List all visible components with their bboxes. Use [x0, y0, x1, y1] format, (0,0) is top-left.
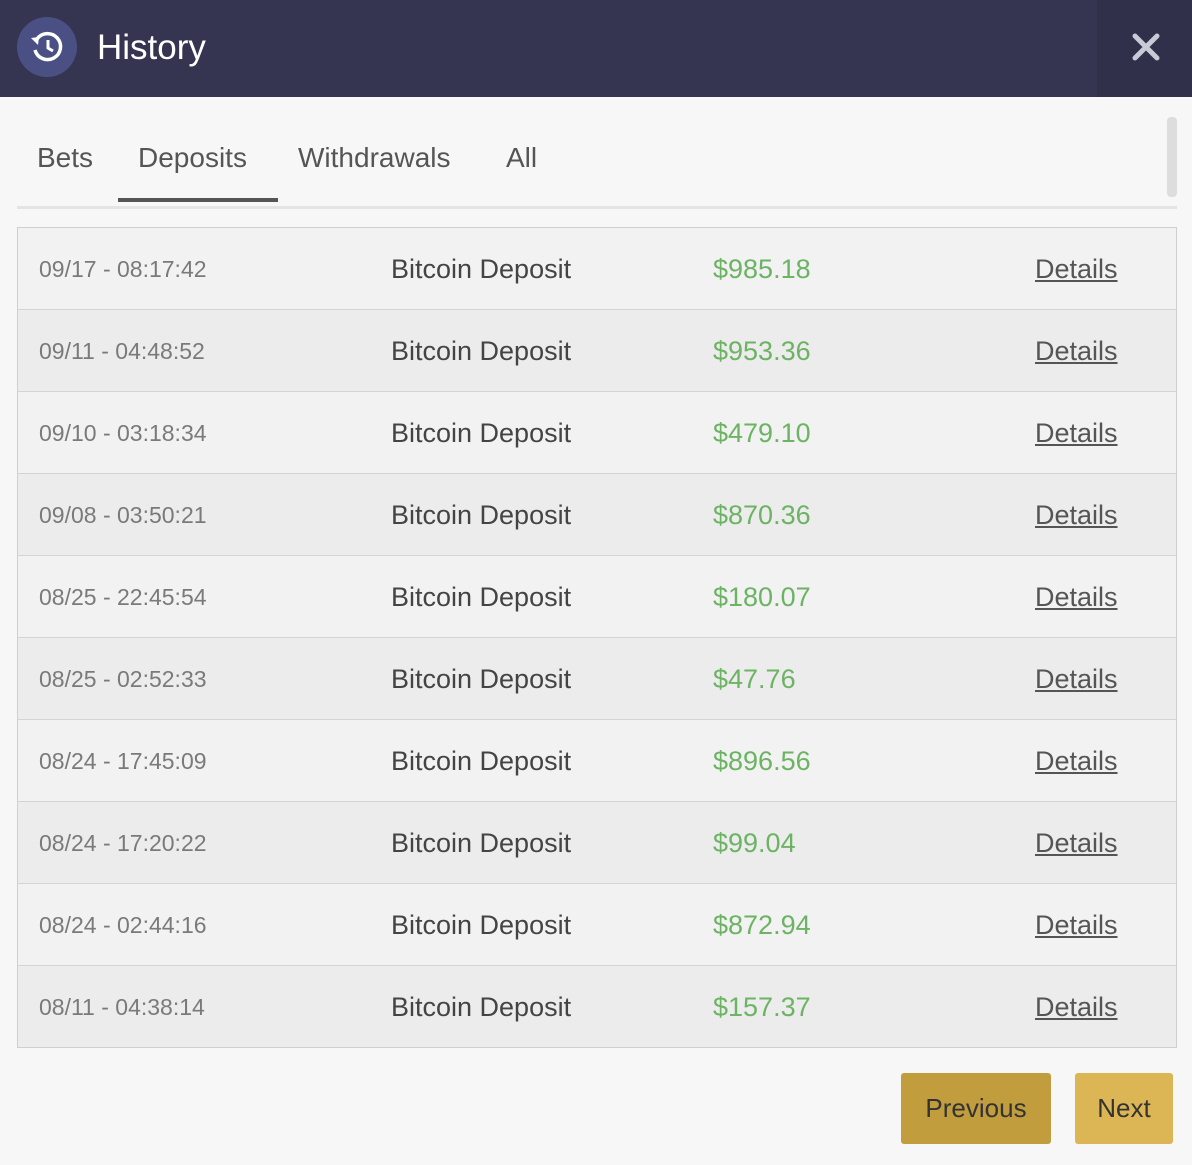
close-icon [1132, 33, 1160, 61]
description: Bitcoin Deposit [391, 500, 572, 530]
details-link[interactable]: Details [1035, 254, 1118, 284]
date: 08/25 - 02:52:33 [39, 666, 207, 692]
description: Bitcoin Deposit [391, 582, 572, 612]
close-button[interactable] [1097, 0, 1192, 97]
date: 09/17 - 08:17:42 [39, 256, 207, 282]
details-link[interactable]: Details [1035, 746, 1118, 776]
date: 08/11 - 04:38:14 [39, 994, 205, 1020]
scrollbar [1167, 117, 1177, 197]
description: Bitcoin Deposit [391, 336, 572, 366]
history-glyph [31, 31, 63, 62]
details-link[interactable]: Details [1035, 336, 1118, 366]
table-row: 09/08 - 03:50:21 Bitcoin Deposit $870.36 De… [18, 474, 1176, 556]
details-link[interactable]: Details [1035, 992, 1118, 1022]
description: Bitcoin Deposit [391, 664, 572, 694]
amount: $47.76 [713, 664, 796, 694]
details-link[interactable]: Details [1035, 582, 1118, 612]
amount: $180.07 [713, 582, 811, 612]
active-tab-indicator [118, 198, 278, 202]
amount: $479.10 [713, 418, 811, 448]
date: 08/24 - 17:20:22 [39, 830, 207, 856]
date: 08/25 - 22:45:54 [39, 584, 207, 610]
table-row: 08/11 - 04:38:14 Bitcoin Deposit $157.37 De… [18, 966, 1176, 1047]
previous-button[interactable]: Previous [901, 1073, 1051, 1144]
tab[interactable]: Deposits [138, 142, 247, 173]
amount: $157.37 [713, 992, 811, 1022]
details-link[interactable]: Details [1035, 910, 1118, 940]
title: History [97, 28, 206, 67]
history-table: 09/17 - 08:17:42 Bitcoin Deposit $985.18 De… [17, 227, 1177, 1048]
amount: $896.56 [713, 746, 811, 776]
table-row: 09/17 - 08:17:42 Bitcoin Deposit $985.18 De… [18, 228, 1176, 310]
tab[interactable]: All [506, 142, 538, 173]
table-row: 08/25 - 22:45:54 Bitcoin Deposit $180.07 De… [18, 556, 1176, 638]
amount: $870.36 [713, 500, 811, 530]
date: 08/24 - 17:45:09 [39, 748, 207, 774]
amount: $99.04 [713, 828, 796, 858]
description: Bitcoin Deposit [391, 418, 572, 448]
date: 09/11 - 04:48:52 [39, 338, 205, 364]
details-link[interactable]: Details [1035, 828, 1118, 858]
date: 09/08 - 03:50:21 [39, 502, 207, 528]
description: Bitcoin Deposit [391, 910, 572, 940]
date: 08/24 - 02:44:16 [39, 912, 207, 938]
description: Bitcoin Deposit [391, 992, 572, 1022]
amount: $985.18 [713, 254, 811, 284]
date: 09/10 - 03:18:34 [39, 420, 207, 446]
amount: $872.94 [713, 910, 811, 940]
history-icon [17, 17, 77, 77]
details-link[interactable]: Details [1035, 664, 1118, 694]
table-row: 08/25 - 02:52:33 Bitcoin Deposit $47.76 Det… [18, 638, 1176, 720]
description: Bitcoin Deposit [391, 746, 572, 776]
table-row: 08/24 - 17:20:22 Bitcoin Deposit $99.04 Det… [18, 802, 1176, 884]
table-row: 09/11 - 04:48:52 Bitcoin Deposit $953.36 De… [18, 310, 1176, 392]
next-button[interactable]: Next [1075, 1073, 1173, 1144]
amount: $953.36 [713, 336, 811, 366]
description: Bitcoin Deposit [391, 254, 572, 284]
tab[interactable]: Withdrawals [298, 142, 451, 173]
tab[interactable]: Bets [37, 142, 94, 173]
tab-bar: Bets Deposits Withdrawals All [17, 110, 1177, 209]
description: Bitcoin Deposit [391, 828, 572, 858]
table-row: 08/24 - 17:45:09 Bitcoin Deposit $896.56 De… [18, 720, 1176, 802]
table-row: 08/24 - 02:44:16 Bitcoin Deposit $872.94 De… [18, 884, 1176, 966]
table-row: 09/10 - 03:18:34 Bitcoin Deposit $479.10 De… [18, 392, 1176, 474]
details-link[interactable]: Details [1035, 500, 1118, 530]
header: History [0, 0, 1192, 97]
details-link[interactable]: Details [1035, 418, 1118, 448]
